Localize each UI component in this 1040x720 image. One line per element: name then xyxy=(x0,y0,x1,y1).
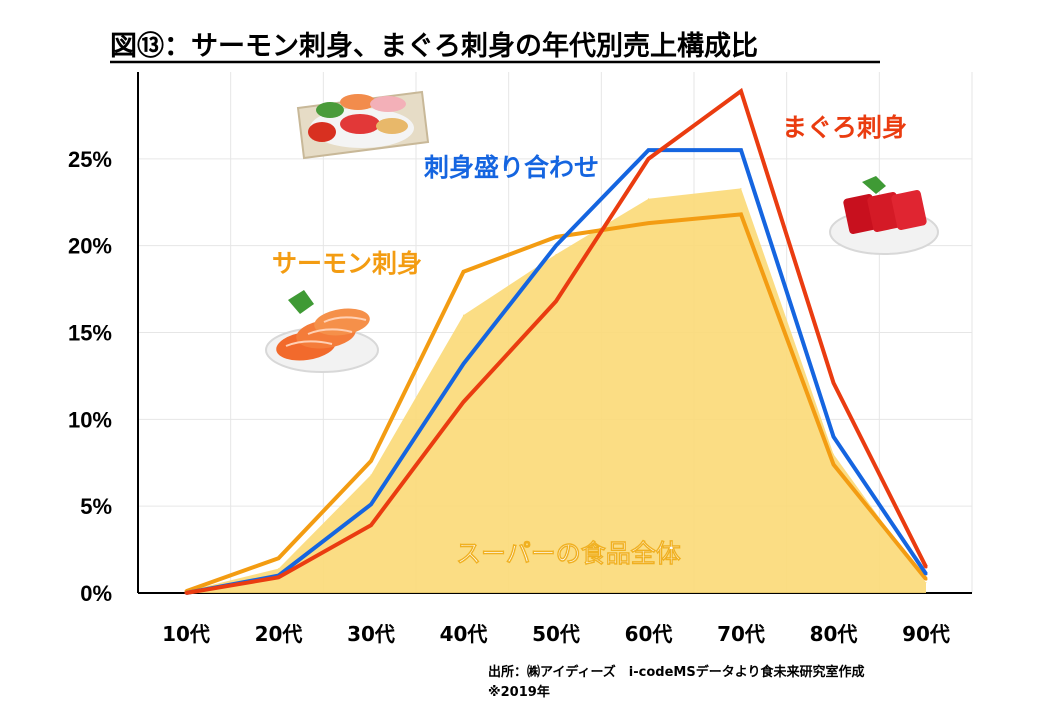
line-point xyxy=(462,400,465,404)
line-point xyxy=(924,572,928,576)
line-point xyxy=(369,523,373,527)
x-tick-label: 50代 xyxy=(532,622,580,646)
line-point xyxy=(462,362,465,366)
area-point xyxy=(278,568,279,570)
line-point xyxy=(924,577,928,581)
line-point xyxy=(832,462,835,466)
line-point xyxy=(832,381,835,385)
line-point xyxy=(277,575,280,579)
salmon-sashimi-icon xyxy=(265,290,379,373)
y-tick-label: 0% xyxy=(80,581,112,606)
area-point xyxy=(463,314,464,316)
area-series-food-total xyxy=(186,188,926,593)
line-point xyxy=(369,459,373,463)
area-point xyxy=(833,453,834,455)
x-tick-label: 60代 xyxy=(625,622,673,646)
line-point xyxy=(277,556,280,560)
line-point xyxy=(647,221,650,225)
x-tick-label: 40代 xyxy=(440,622,488,646)
line-point xyxy=(647,148,650,152)
area-point xyxy=(648,198,649,200)
x-axis-ticks: 10代 20代 30代 40代 50代 60代 70代 80代 90代 xyxy=(162,622,950,646)
y-tick-label: 10% xyxy=(68,407,112,432)
y-tick-label: 20% xyxy=(68,234,112,259)
label-salmon: サーモン刺身 xyxy=(272,249,422,278)
area-layer xyxy=(185,187,927,593)
line-point xyxy=(184,591,188,595)
source-note: 出所：㈱アイディーズ i-codeMSデータより食未来研究室作成 xyxy=(488,664,864,680)
chart-title: 図⑬：サーモン刺身、まぐろ刺身の年代別売上構成比 xyxy=(110,30,758,62)
x-tick-label: 70代 xyxy=(717,622,765,646)
tuna-sashimi-icon xyxy=(829,176,939,255)
area-point xyxy=(370,474,372,476)
line-point xyxy=(739,89,743,93)
line-layer xyxy=(184,87,928,595)
area-point xyxy=(555,253,557,255)
x-tick-label: 80代 xyxy=(810,622,858,646)
area-point xyxy=(740,187,742,189)
line-point xyxy=(462,270,465,274)
area-point xyxy=(925,582,927,584)
x-tick-label: 20代 xyxy=(255,622,303,646)
line-point xyxy=(554,299,558,303)
x-tick-label: 90代 xyxy=(902,622,950,646)
line-point xyxy=(832,435,835,439)
line-point xyxy=(739,148,743,152)
sashimi-platter-icon xyxy=(296,90,430,160)
label-maguro: まぐろ刺身 xyxy=(782,113,907,142)
y-tick-label: 5% xyxy=(80,494,112,519)
y-tick-label: 15% xyxy=(68,321,112,346)
line-point xyxy=(369,502,373,506)
line-point xyxy=(647,157,650,161)
label-moriawase: 刺身盛り合わせ xyxy=(424,153,599,182)
line-point xyxy=(554,235,558,239)
x-tick-label: 10代 xyxy=(162,622,210,646)
line-point xyxy=(554,244,558,248)
x-tick-label: 30代 xyxy=(347,622,395,646)
y-tick-label: 25% xyxy=(68,147,112,172)
line-point xyxy=(924,565,928,569)
label-food-total: スーパーの食品全体 xyxy=(456,539,682,568)
line-point xyxy=(739,212,743,216)
y-axis-ticks: 0% 5% 10% 15% 20% 25% xyxy=(68,147,112,606)
year-note: ※2019年 xyxy=(488,684,550,700)
